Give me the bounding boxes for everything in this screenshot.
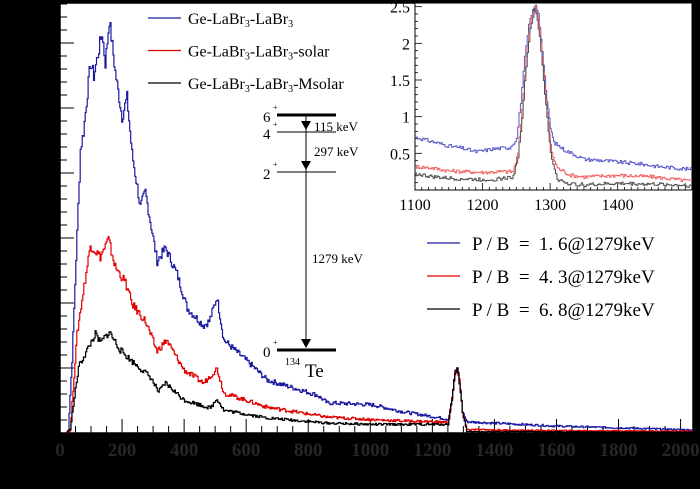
transition-label: 115 keV bbox=[314, 119, 359, 134]
legend-label: Ge-LaBr3-LaBr3-solar bbox=[188, 44, 330, 63]
x-tick-label: 1600 bbox=[537, 440, 575, 461]
legend-subscript: 3 bbox=[245, 52, 250, 63]
level-parity: + bbox=[273, 160, 278, 169]
transition-label: 1279 keV bbox=[312, 251, 364, 266]
inset-plot-area bbox=[414, 2, 693, 191]
legend-subscript: 3 bbox=[288, 19, 293, 30]
arrowhead-icon bbox=[301, 161, 311, 170]
x-tick-label: 0 bbox=[55, 440, 65, 461]
nucleus-symbol: Te bbox=[305, 361, 324, 382]
legend-subscript: 3 bbox=[245, 84, 250, 95]
pb-legend-label: P / B = 6. 8@1279keV bbox=[472, 300, 655, 321]
arrowhead-icon bbox=[301, 121, 311, 130]
nucleus-mass: 134 bbox=[285, 357, 300, 368]
legend-text: -solar bbox=[293, 44, 330, 61]
inset-y-tick-label: 0.5 bbox=[390, 146, 410, 163]
x-tick-label: 1800 bbox=[600, 440, 638, 461]
series-line-2 bbox=[66, 236, 693, 434]
legend-subscript: 3 bbox=[288, 84, 293, 95]
series-line-3 bbox=[66, 330, 693, 434]
legend-text: -LaBr bbox=[250, 76, 289, 93]
inset-x-tick-label: 1100 bbox=[399, 197, 430, 214]
x-tick-label: 1200 bbox=[413, 440, 451, 461]
legend-text: -LaBr bbox=[250, 11, 289, 28]
level-parity: + bbox=[273, 120, 278, 129]
legend-text: -LaBr bbox=[250, 44, 289, 61]
x-tick-label: 800 bbox=[294, 440, 323, 461]
level-spin: 0 bbox=[263, 345, 271, 361]
x-tick-label: 200 bbox=[108, 440, 137, 461]
level-parity: + bbox=[273, 338, 278, 347]
level-spin: 4 bbox=[263, 127, 271, 143]
transition-label: 297 keV bbox=[314, 144, 359, 159]
pb-legend-label: P / B = 4. 3@1279keV bbox=[472, 267, 655, 288]
inset-y-tick-label: 2.5 bbox=[390, 0, 410, 17]
x-tick-label: 600 bbox=[232, 440, 261, 461]
inset-series-line-1 bbox=[415, 4, 692, 171]
x-tick-label: 1400 bbox=[475, 440, 513, 461]
legend-text: Ge-LaBr bbox=[188, 11, 246, 28]
x-tick-label: 2000 bbox=[662, 440, 700, 461]
legend-subscript: 3 bbox=[245, 19, 250, 30]
level-parity: + bbox=[273, 103, 278, 112]
legend-subscript: 3 bbox=[288, 52, 293, 63]
inset-y-tick-label: 1 bbox=[402, 110, 410, 127]
inset-series-line-3 bbox=[415, 8, 692, 188]
legend-text: Ge-LaBr bbox=[188, 44, 246, 61]
inset-y-tick-label: 2 bbox=[402, 36, 410, 53]
legend-label: Ge-LaBr3-LaBr3 bbox=[188, 11, 293, 30]
legend-text: -Msolar bbox=[293, 76, 344, 93]
series-line-1 bbox=[66, 22, 693, 434]
pb-legend-label: P / B = 1. 6@1279keV bbox=[472, 234, 655, 255]
inset-y-tick-label: 1.5 bbox=[390, 73, 410, 90]
inset-x-tick-label: 1200 bbox=[467, 197, 499, 214]
arrowhead-icon bbox=[301, 339, 311, 348]
inset-x-tick-label: 1300 bbox=[534, 197, 566, 214]
legend-text: Ge-LaBr bbox=[188, 76, 246, 93]
level-spin: 2 bbox=[263, 167, 271, 183]
x-tick-label: 1000 bbox=[351, 440, 389, 461]
legend-label: Ge-LaBr3-LaBr3-Msolar bbox=[188, 76, 344, 95]
inset-x-tick-label: 1400 bbox=[602, 197, 634, 214]
inset-series-line-2 bbox=[415, 6, 692, 182]
x-tick-label: 400 bbox=[170, 440, 199, 461]
level-spin: 6 bbox=[263, 110, 271, 126]
